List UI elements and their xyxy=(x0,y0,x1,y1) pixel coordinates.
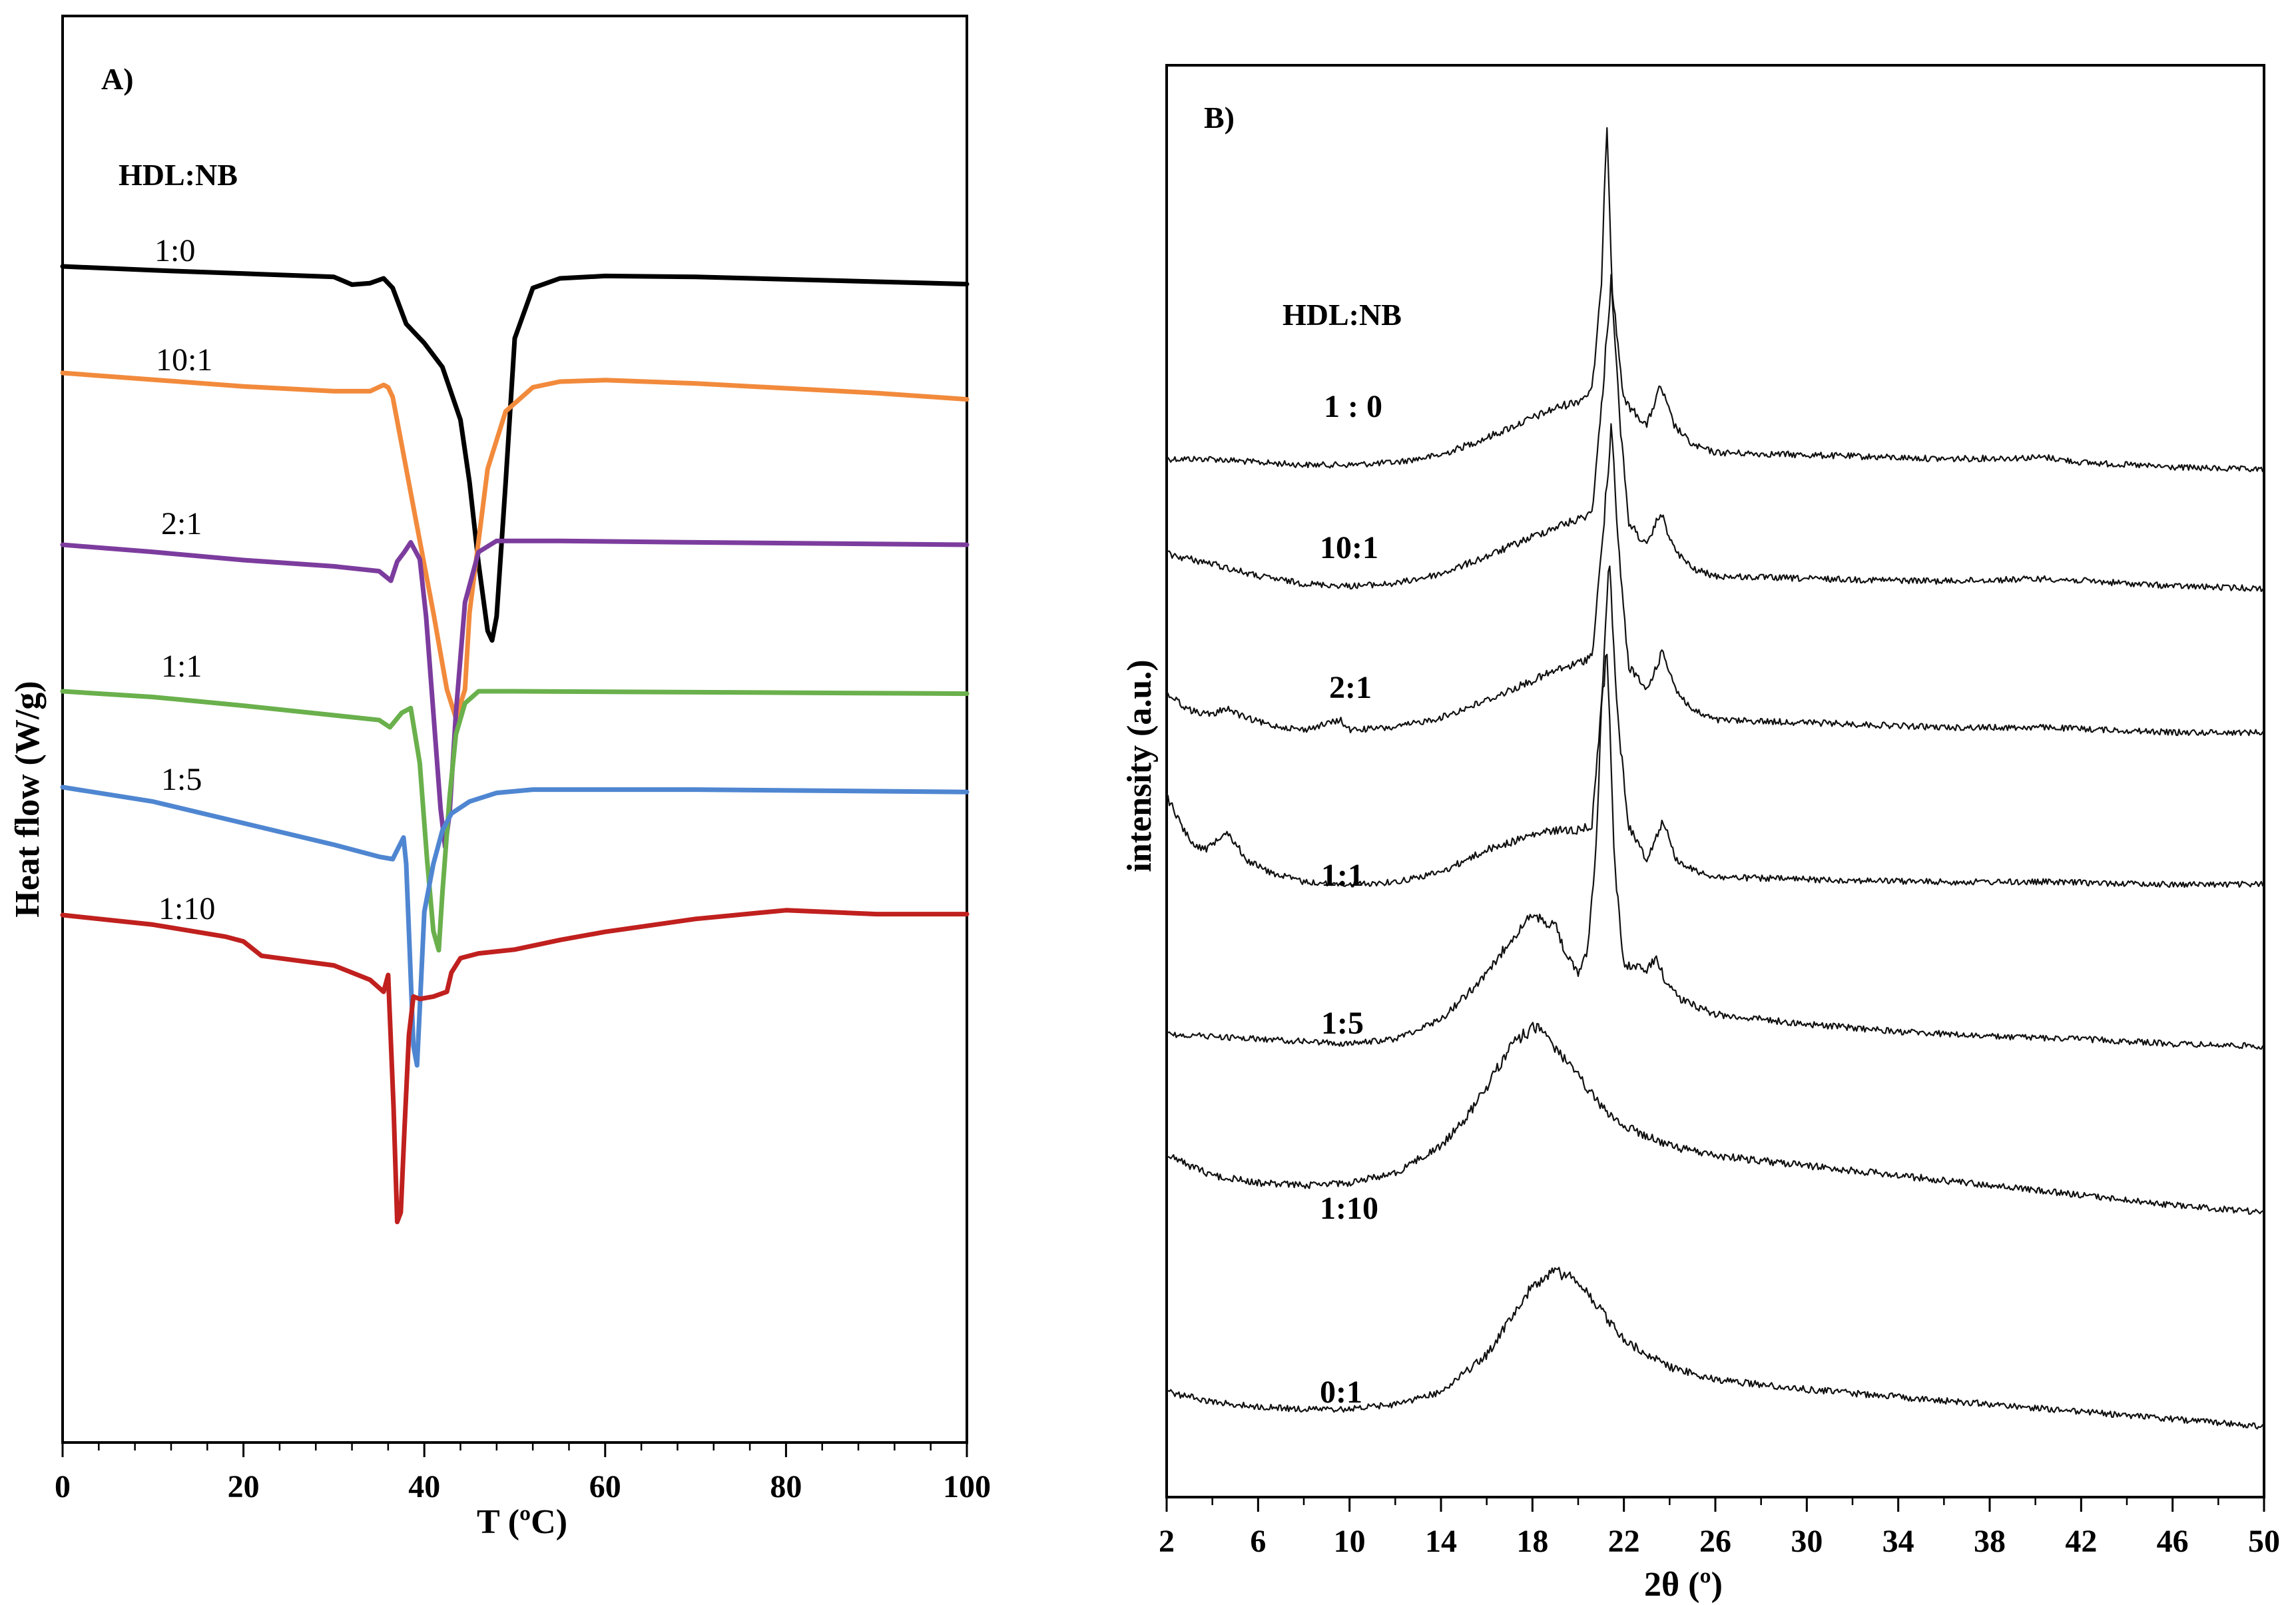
xrd-label-1-10: 1:10 xyxy=(1320,1191,1378,1226)
dsc-curve-1-10 xyxy=(60,908,970,1225)
xrd-x-tick-label: 30 xyxy=(1791,1524,1823,1559)
xrd-x-tick-label: 50 xyxy=(2248,1524,2280,1559)
dsc-curve-1-1 xyxy=(60,689,970,953)
xrd-label-2-1: 2:1 xyxy=(1329,670,1372,705)
dsc-legend-title: HDL:NB xyxy=(119,158,238,192)
dsc-curve-1-0 xyxy=(60,264,970,643)
xrd-x-tick-label: 10 xyxy=(1334,1524,1366,1559)
xrd-label-10-1: 10:1 xyxy=(1320,530,1378,565)
dsc-x-axis-title: T (ºC) xyxy=(477,1503,567,1541)
dsc-series-lines: 1:0 10:1 2:1 1:1 1:5 1:10 xyxy=(60,233,970,1225)
xrd-x-tick-label: 14 xyxy=(1425,1524,1457,1559)
xrd-pattern-1-5 xyxy=(1166,653,2265,1050)
dsc-x-ticks: 0 20 40 60 80 100 xyxy=(55,1443,991,1504)
xrd-pattern-1-1 xyxy=(1166,565,2265,888)
xrd-x-tick-label: 26 xyxy=(1699,1524,1731,1559)
xrd-x-tick-label: 18 xyxy=(1516,1524,1548,1559)
xrd-legend-title: HDL:NB xyxy=(1283,298,1402,332)
xrd-x-tick-label: 42 xyxy=(2065,1524,2097,1559)
dsc-label-10-1: 10:1 xyxy=(156,342,212,378)
dsc-plot-frame xyxy=(61,15,968,1444)
dsc-curve-2-1 xyxy=(60,538,970,850)
xrd-label-1-5: 1:5 xyxy=(1321,1006,1364,1041)
dsc-label-1-1: 1:1 xyxy=(161,649,202,684)
dsc-x-tick-label: 100 xyxy=(943,1469,991,1504)
dsc-x-tick-label: 80 xyxy=(770,1469,802,1504)
xrd-pattern-2-1 xyxy=(1166,423,2265,737)
xrd-panel-label: B) xyxy=(1204,101,1235,135)
xrd-label-0-1: 0:1 xyxy=(1320,1375,1362,1410)
xrd-x-tick-label: 38 xyxy=(1974,1524,2006,1559)
xrd-x-tick-label: 34 xyxy=(1882,1524,1914,1559)
xrd-x-tick-label: 2 xyxy=(1159,1524,1175,1559)
dsc-x-tick-label: 20 xyxy=(228,1469,260,1504)
xrd-panel: 2 6 10 14 18 22 26 30 34 38 42 46 50 1 : 010:12:11:1… xyxy=(1121,64,2280,1604)
xrd-pattern-1-10 xyxy=(1166,1022,2265,1215)
dsc-y-axis-title: Heat flow (W/g) xyxy=(9,681,47,917)
dsc-x-tick-label: 60 xyxy=(589,1469,621,1504)
dsc-x-tick-label: 0 xyxy=(55,1469,71,1504)
xrd-x-axis-title: 2θ (º) xyxy=(1644,1566,1723,1604)
xrd-series-lines: 1 : 0 10:1 2:1 1:1 1:5 1:10 0:1 xyxy=(1166,127,2265,1430)
xrd-x-tick-label: 6 xyxy=(1250,1524,1266,1559)
dsc-curve-1-5 xyxy=(60,785,970,1068)
xrd-x-tick-label: 46 xyxy=(2157,1524,2189,1559)
dsc-label-1-5: 1:5 xyxy=(161,762,202,797)
dsc-panel-label: A) xyxy=(101,62,134,96)
dsc-label-1-10: 1:10 xyxy=(158,891,215,926)
xrd-pattern-1-0 xyxy=(1166,127,2265,474)
dsc-label-1-0: 1:0 xyxy=(154,233,195,268)
xrd-label-1-0: 1 : 0 xyxy=(1324,389,1382,424)
dsc-label-2-1: 2:1 xyxy=(161,506,202,541)
xrd-x-tick-label: 22 xyxy=(1608,1524,1640,1559)
xrd-x-ticks: 2 6 10 14 18 22 26 30 34 38 42 46 50 xyxy=(1159,1497,2280,1559)
dsc-x-tick-label: 40 xyxy=(408,1469,440,1504)
dsc-panel: 0 20 40 60 80 100 1:0 10:1 2:1 1:1 1:5 1:10 A) HDL… xyxy=(9,15,991,1541)
xrd-pattern-0-1 xyxy=(1166,1267,2265,1430)
xrd-label-1-1: 1:1 xyxy=(1321,858,1364,893)
xrd-y-axis-title: intensity (a.u.) xyxy=(1121,659,1159,872)
xrd-plot-frame xyxy=(1165,64,2265,1498)
xrd-pattern-10-1 xyxy=(1166,274,2265,593)
